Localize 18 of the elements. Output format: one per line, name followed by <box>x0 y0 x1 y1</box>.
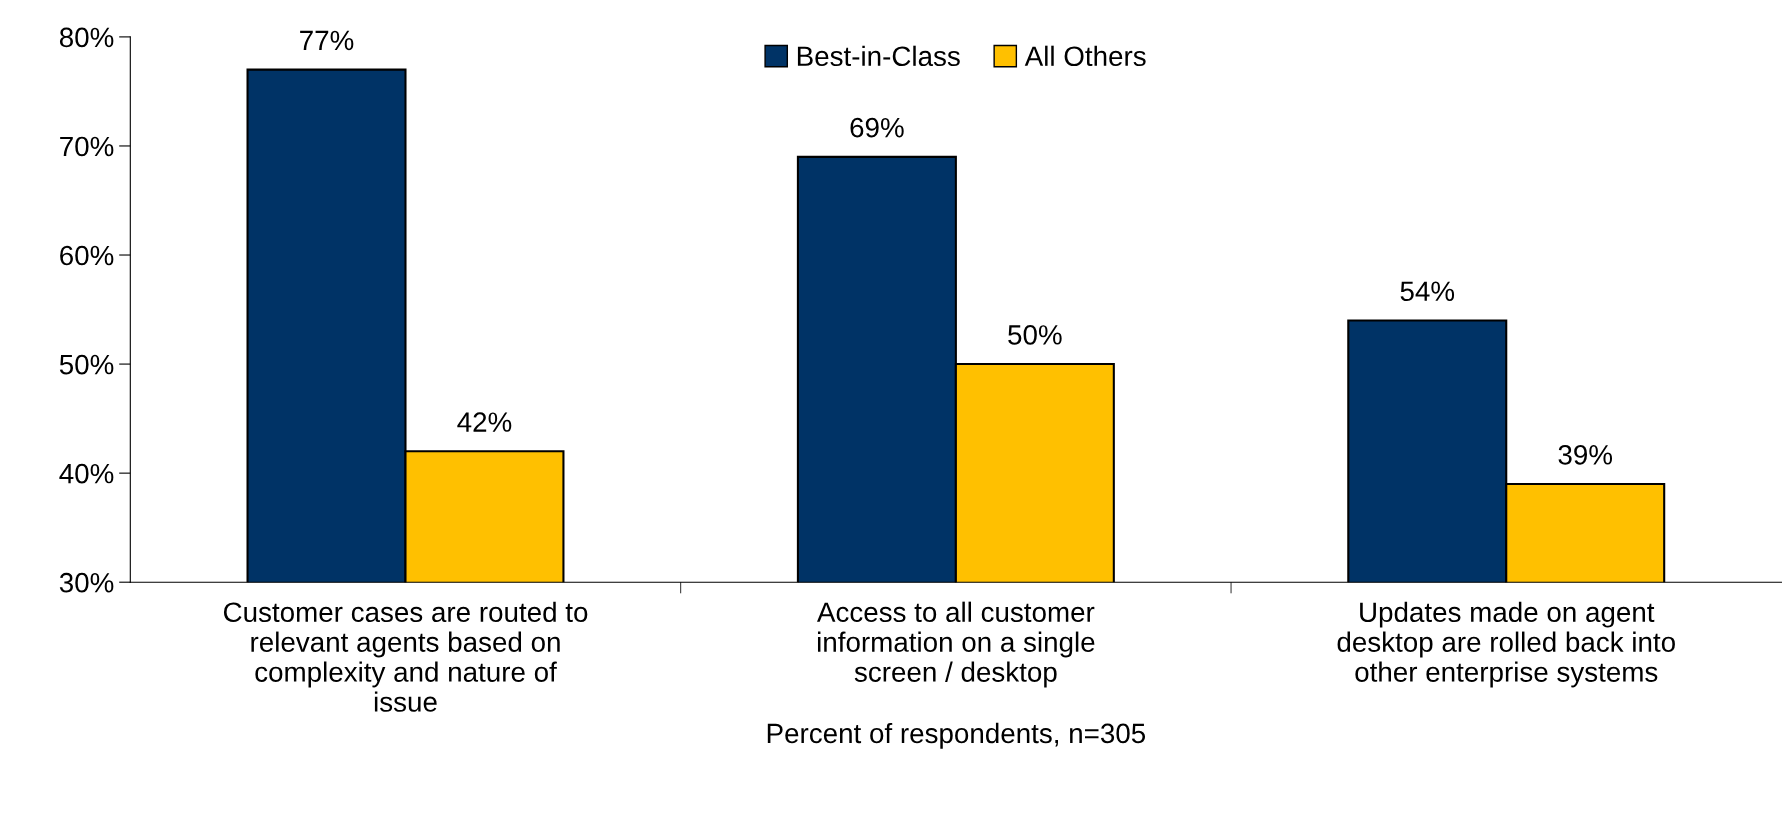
legend-label: Best-in-Class <box>797 45 960 67</box>
y-tick-label: 30% <box>59 572 114 593</box>
data-label: 42% <box>457 412 512 432</box>
x-tick-label: Customer cases are routed to relevant agents based on complexity and nature of issue <box>223 601 588 712</box>
y-tick-label: 70% <box>60 136 114 157</box>
data-label: 50% <box>1008 325 1062 345</box>
x-axis-title: Percent of respondents, n=305 <box>767 722 1146 749</box>
y-tick-label: 50% <box>59 354 114 375</box>
legend-label: All Others <box>1024 45 1146 67</box>
data-label: 54% <box>1400 281 1455 302</box>
y-tick-label: 60% <box>60 245 114 266</box>
y-tick-label: 40% <box>59 463 114 484</box>
x-tick-label: Updates made on agent desktop are rolled back into other enterprise systems <box>1337 601 1675 688</box>
data-label: 77% <box>300 30 354 51</box>
y-tick-label: 80% <box>59 27 114 48</box>
x-tick-label: Access to all customer information on a single screen / desktop <box>816 601 1095 688</box>
data-label: 69% <box>850 117 904 138</box>
data-label: 39% <box>1558 445 1613 465</box>
